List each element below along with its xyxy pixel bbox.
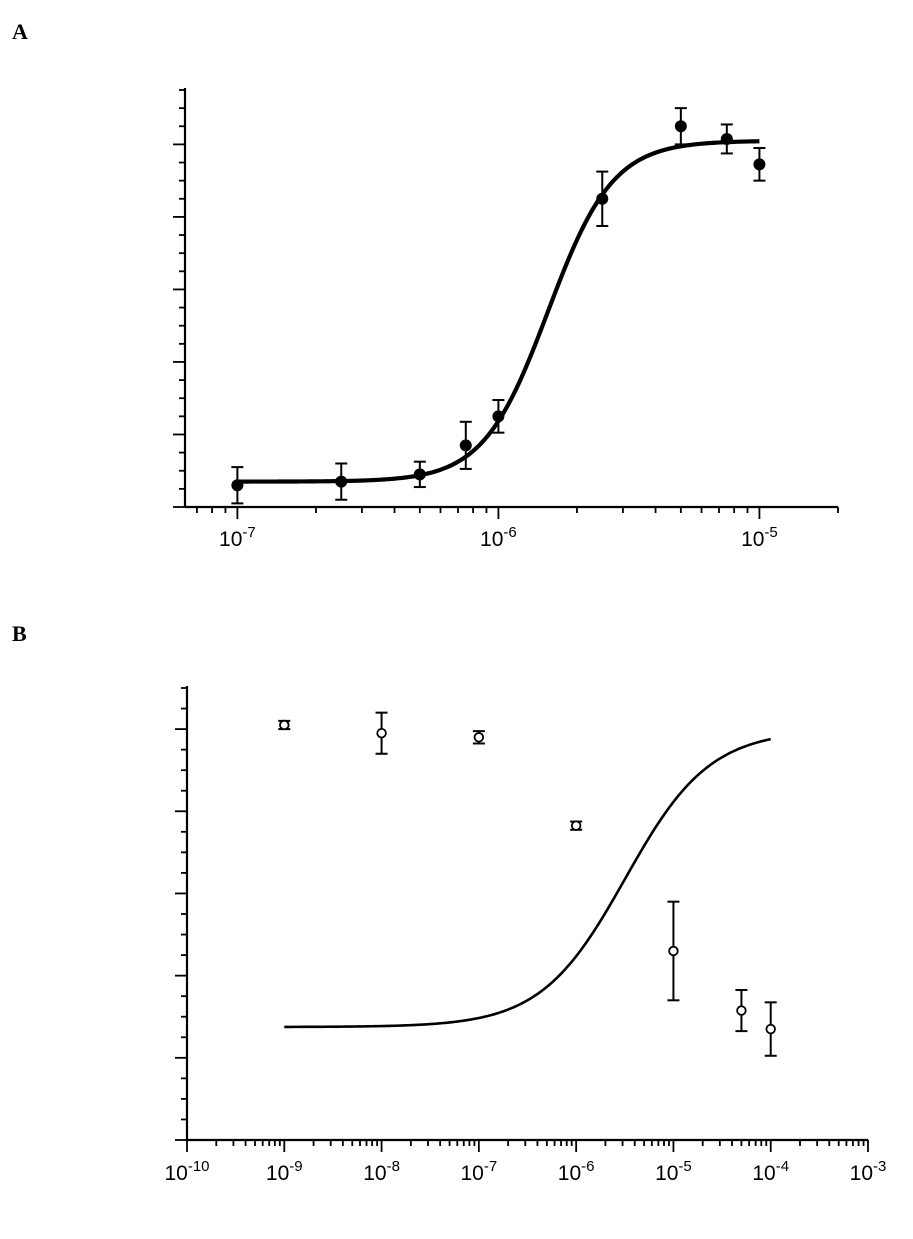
- x-tick-label: 10-3: [850, 1158, 887, 1185]
- x-tick-exponent: -3: [873, 1158, 886, 1175]
- x-tick-base: 10: [558, 1162, 581, 1185]
- x-tick-exponent: -7: [484, 1158, 497, 1175]
- x-tick-exponent: -9: [289, 1158, 302, 1175]
- x-tick-base: 10: [480, 528, 503, 551]
- x-tick-base: 10: [266, 1162, 289, 1185]
- fit-curve: [284, 737, 771, 1029]
- x-tick-label: 10-6: [480, 524, 517, 551]
- x-tick-label: 10-6: [558, 1158, 595, 1185]
- data-point: [459, 439, 472, 452]
- data-point: [753, 158, 766, 171]
- x-tick-label: 10-9: [266, 1158, 303, 1185]
- data-point: [376, 728, 387, 739]
- x-tick-exponent: -5: [678, 1158, 691, 1175]
- data-point: [736, 1005, 747, 1016]
- x-tick-exponent: -8: [387, 1158, 400, 1175]
- x-tick-exponent: -6: [503, 524, 516, 541]
- x-tick-exponent: -4: [776, 1158, 789, 1175]
- x-tick-label: 10-10: [164, 1158, 209, 1185]
- x-tick-label: 10-4: [752, 1158, 789, 1185]
- data-point: [279, 719, 290, 731]
- x-tick-base: 10: [741, 528, 764, 551]
- x-tick-label: 10-5: [655, 1158, 692, 1185]
- data-point: [765, 1023, 776, 1035]
- x-tick-label: 10-7: [219, 524, 256, 551]
- x-tick-base: 10: [752, 1162, 775, 1185]
- x-tick-exponent: -7: [242, 524, 255, 541]
- x-tick-label: 10-8: [363, 1158, 400, 1185]
- x-tick-exponent: -10: [188, 1158, 210, 1175]
- x-tick-base: 10: [655, 1162, 678, 1185]
- x-tick-base: 10: [219, 528, 242, 551]
- data-point: [674, 120, 687, 133]
- data-point: [473, 732, 485, 743]
- data-point: [335, 475, 348, 488]
- panel-label: B: [12, 621, 27, 646]
- data-point: [668, 945, 679, 957]
- data-point: [492, 410, 505, 423]
- data-point: [231, 479, 244, 492]
- x-tick-exponent: -5: [764, 524, 777, 541]
- panel-b: B10-10 10-9 10-8 10-7 10-6 10-5 10-4 10-3: [12, 621, 886, 1185]
- data-point: [413, 468, 426, 481]
- x-tick-base: 10: [850, 1162, 873, 1185]
- x-tick-label: 10-7: [461, 1158, 498, 1185]
- panel-a: A10-7 10-6 10-5: [12, 19, 839, 551]
- x-tick-base: 10: [363, 1162, 386, 1185]
- x-tick-exponent: -6: [581, 1158, 594, 1175]
- data-point: [570, 820, 582, 831]
- data-point: [720, 132, 733, 145]
- x-tick-label: 10-5: [741, 524, 778, 551]
- data-point: [596, 192, 609, 205]
- panel-label: A: [12, 19, 28, 44]
- x-tick-base: 10: [461, 1162, 484, 1185]
- x-tick-base: 10: [164, 1162, 187, 1185]
